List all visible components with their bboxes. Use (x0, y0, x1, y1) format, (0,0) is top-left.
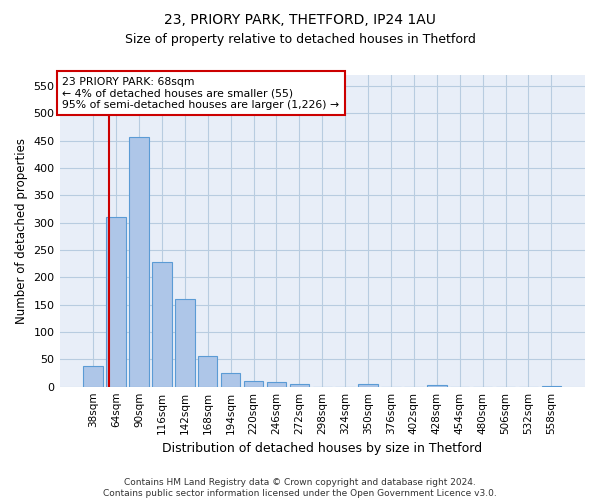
Y-axis label: Number of detached properties: Number of detached properties (15, 138, 28, 324)
Bar (106, 216, 126, 386)
Bar (358, 384, 378, 386)
X-axis label: Distribution of detached houses by size in Thetford: Distribution of detached houses by size … (162, 442, 482, 455)
Bar (221, 373, 241, 386)
Bar (129, 137, 149, 386)
Text: Size of property relative to detached houses in Thetford: Size of property relative to detached ho… (125, 32, 475, 46)
Bar (267, 382, 286, 386)
Text: 23, PRIORY PARK, THETFORD, IP24 1AU: 23, PRIORY PARK, THETFORD, IP24 1AU (164, 12, 436, 26)
Text: 23 PRIORY PARK: 68sqm
← 4% of detached houses are smaller (55)
95% of semi-detac: 23 PRIORY PARK: 68sqm ← 4% of detached h… (62, 76, 339, 110)
Text: Contains HM Land Registry data © Crown copyright and database right 2024.
Contai: Contains HM Land Registry data © Crown c… (103, 478, 497, 498)
Bar (152, 262, 172, 386)
Bar (290, 384, 309, 386)
Bar (83, 366, 103, 386)
Bar (175, 299, 194, 386)
Bar (198, 356, 217, 386)
Bar (427, 385, 446, 386)
Bar (244, 380, 263, 386)
